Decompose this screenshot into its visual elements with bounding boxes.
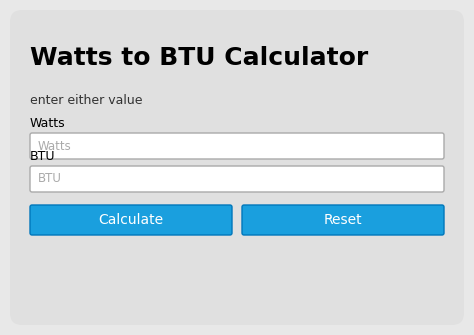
Text: Watts: Watts xyxy=(38,139,72,152)
Text: BTU: BTU xyxy=(30,150,55,163)
FancyBboxPatch shape xyxy=(242,205,444,235)
FancyBboxPatch shape xyxy=(10,10,464,325)
Text: Reset: Reset xyxy=(324,213,362,227)
Text: Calculate: Calculate xyxy=(99,213,164,227)
Text: BTU: BTU xyxy=(38,173,62,186)
Text: enter either value: enter either value xyxy=(30,94,143,107)
FancyBboxPatch shape xyxy=(30,205,232,235)
FancyBboxPatch shape xyxy=(30,133,444,159)
FancyBboxPatch shape xyxy=(30,166,444,192)
Text: Watts: Watts xyxy=(30,117,65,130)
Text: Watts to BTU Calculator: Watts to BTU Calculator xyxy=(30,46,368,70)
